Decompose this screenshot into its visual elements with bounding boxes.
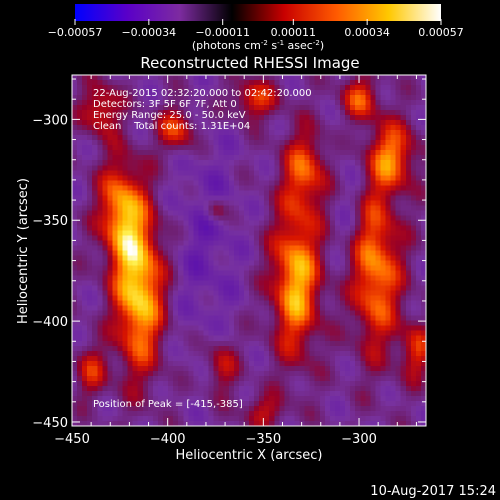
- heatmap-image: [72, 75, 426, 426]
- colorbar-units: (photons cm-2 s-1 asec-2): [192, 39, 324, 52]
- colorbar-tick-label: −0.00034: [121, 26, 176, 39]
- colorbar-tick-label: −0.00011: [195, 26, 250, 39]
- x-axis-tick-labels: −450 −400 −350 −300: [54, 432, 377, 447]
- annotation-time-range: 22-Aug-2015 02:32:20.000 to 02:42:20.000: [93, 88, 312, 99]
- footer-timestamp: 10-Aug-2017 15:24: [370, 484, 496, 499]
- annotation-peak-position: Position of Peak = [-415,-385]: [93, 399, 243, 410]
- y-tick-label: −300: [32, 113, 68, 128]
- y-axis-label: Heliocentric Y (arcsec): [16, 178, 31, 324]
- colorbar-tick-label: −0.00057: [48, 26, 103, 39]
- annotation-block: 22-Aug-2015 02:32:20.000 to 02:42:20.000…: [93, 88, 312, 132]
- x-axis-ticks: [71, 75, 417, 426]
- x-axis-label: Heliocentric X (arcsec): [176, 448, 323, 463]
- colorbar-tick-label: 0.00057: [418, 26, 464, 39]
- x-tick-label: −300: [341, 432, 377, 447]
- x-tick-label: −400: [150, 432, 186, 447]
- chart-title: Reconstructed RHESSI Image: [140, 54, 359, 72]
- heatmap-pixels: [72, 75, 426, 426]
- x-tick-label: −350: [245, 432, 281, 447]
- y-tick-label: −400: [32, 315, 68, 330]
- colorbar-tick-labels: −0.00057 −0.00034 −0.00011 0.00011 0.00034 0.…: [48, 26, 464, 39]
- y-axis-ticks: [72, 78, 426, 423]
- colorbar-tick-label: 0.00034: [344, 26, 390, 39]
- colorbar: −0.00057 −0.00034 −0.00011 0.00011 0.00034 0.…: [48, 4, 464, 52]
- plot-frame: [71, 74, 427, 427]
- annotation-clean-counts: Clean Total counts: 1.31E+04: [93, 121, 250, 132]
- y-axis-tick-labels: −450 −400 −350 −300: [32, 113, 68, 431]
- colorbar-gradient: [75, 4, 441, 21]
- annotation-energy-range: Energy Range: 25.0 - 50.0 keV: [93, 110, 246, 121]
- x-tick-label: −450: [54, 432, 90, 447]
- y-tick-label: −350: [32, 214, 68, 229]
- y-tick-label: −450: [32, 416, 68, 431]
- annotation-detectors: Detectors: 3F 5F 6F 7F, Att 0: [93, 99, 237, 110]
- colorbar-tick-label: 0.00011: [271, 26, 317, 39]
- colorbar-ticks: [74, 19, 442, 25]
